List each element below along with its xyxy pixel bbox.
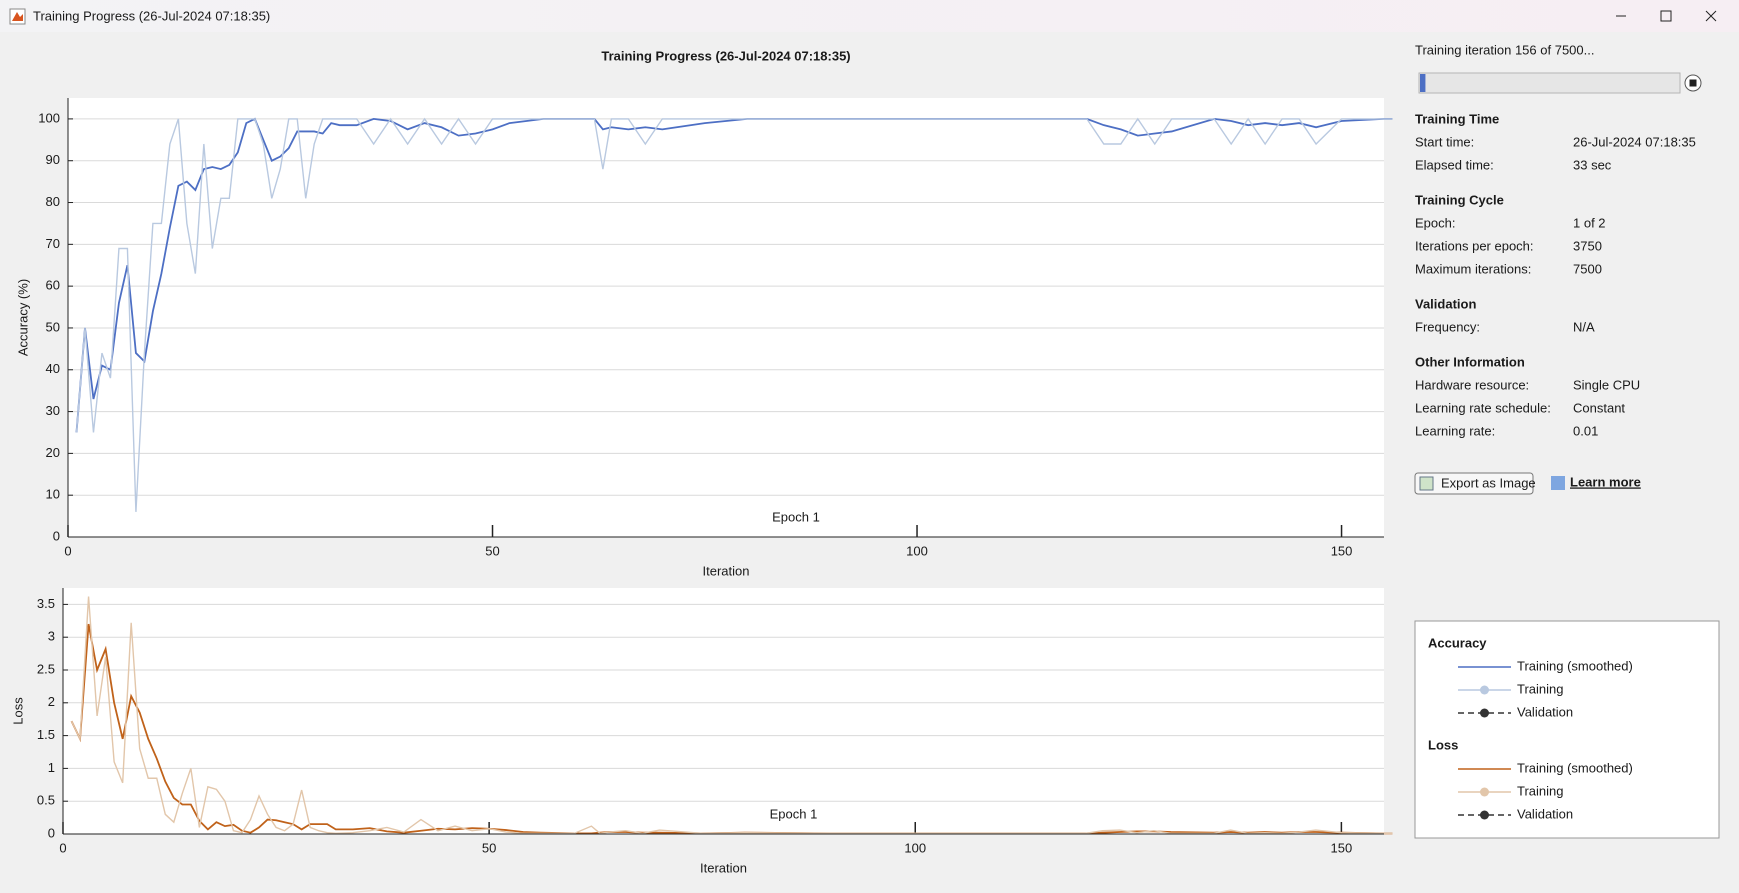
title-bar xyxy=(0,0,1739,32)
y-axis-label: Loss xyxy=(10,697,25,725)
field-value: Single CPU xyxy=(1573,377,1640,392)
y-tick-label: 50 xyxy=(46,319,60,334)
section-title: Other Information xyxy=(1415,354,1525,369)
field-value: 33 sec xyxy=(1573,157,1612,172)
export-label[interactable]: Export as Image xyxy=(1441,475,1536,490)
x-axis-label: Iteration xyxy=(703,563,750,578)
x-tick-label: 50 xyxy=(482,840,496,855)
y-tick-label: 3 xyxy=(48,629,55,644)
maximize-button[interactable] xyxy=(1649,2,1683,30)
field-value: 0.01 xyxy=(1573,423,1598,438)
field-label: Elapsed time: xyxy=(1415,157,1494,172)
series-line xyxy=(75,117,1393,433)
legend-label: Validation xyxy=(1517,806,1573,821)
annotation: Epoch 1 xyxy=(770,806,818,821)
y-tick-label: 3.5 xyxy=(37,596,55,611)
legend-title: Loss xyxy=(1428,737,1458,752)
legend-box xyxy=(1414,620,1720,839)
legend-marker xyxy=(1480,787,1489,797)
y-axis-label: Accuracy (%) xyxy=(15,279,30,356)
y-tick-label: 80 xyxy=(46,194,60,209)
field-label: Frequency: xyxy=(1415,319,1480,334)
field-value: 7500 xyxy=(1573,261,1602,276)
status-text: Training iteration 156 of 7500... xyxy=(1415,42,1594,57)
legend-label: Training xyxy=(1517,681,1563,696)
y-tick-label: 90 xyxy=(46,152,60,167)
field-value: 3750 xyxy=(1573,238,1602,253)
window-title: Training Progress (26-Jul-2024 07:18:35) xyxy=(33,8,270,23)
series-line xyxy=(70,623,1393,835)
x-tick-label: 50 xyxy=(485,543,499,558)
y-tick-label: 40 xyxy=(46,361,60,376)
plot-area xyxy=(68,98,1384,537)
y-tick-label: 0 xyxy=(53,528,60,543)
field-label: Hardware resource: xyxy=(1415,377,1529,392)
legend-marker xyxy=(1480,810,1489,820)
progress-track xyxy=(1418,72,1681,94)
minimize-button[interactable] xyxy=(1604,2,1638,30)
field-value: N/A xyxy=(1573,319,1595,334)
legend-marker xyxy=(1480,708,1489,718)
close-button[interactable] xyxy=(1694,2,1730,30)
y-tick-label: 2.5 xyxy=(37,661,55,676)
app-icon xyxy=(9,8,26,25)
info-icon xyxy=(1551,476,1565,490)
x-tick-label: 150 xyxy=(1331,840,1353,855)
y-tick-label: 70 xyxy=(46,236,60,251)
series-line xyxy=(75,117,1393,512)
legend-title: Accuracy xyxy=(1428,635,1487,650)
stop-icon xyxy=(1689,79,1697,87)
y-tick-label: 30 xyxy=(46,403,60,418)
field-label: Epoch: xyxy=(1415,215,1455,230)
field-label: Learning rate schedule: xyxy=(1415,400,1551,415)
y-tick-label: 2 xyxy=(48,694,55,709)
section-title: Training Time xyxy=(1415,111,1499,126)
export-button[interactable] xyxy=(1414,472,1534,495)
y-tick-label: 100 xyxy=(38,110,60,125)
x-tick-label: 0 xyxy=(59,840,66,855)
section-title: Training Cycle xyxy=(1415,192,1504,207)
annotation: Epoch 1 xyxy=(772,509,820,524)
y-tick-label: 0.5 xyxy=(37,793,55,808)
legend-marker xyxy=(1480,685,1489,695)
progress-fill xyxy=(1420,74,1426,92)
legend-label: Training xyxy=(1517,783,1563,798)
y-tick-label: 1 xyxy=(48,760,55,775)
field-label: Learning rate: xyxy=(1415,423,1495,438)
field-value: 26-Jul-2024 07:18:35 xyxy=(1573,134,1696,149)
legend-label: Validation xyxy=(1517,704,1573,719)
plot-area xyxy=(63,588,1384,834)
field-value: 1 of 2 xyxy=(1573,215,1606,230)
y-tick-label: 60 xyxy=(46,278,60,293)
legend-label: Training (smoothed) xyxy=(1517,658,1633,673)
learn-more-link[interactable]: Learn more xyxy=(1570,474,1641,489)
section-title: Validation xyxy=(1415,296,1476,311)
x-tick-label: 100 xyxy=(906,543,928,558)
x-tick-label: 150 xyxy=(1331,543,1353,558)
x-tick-label: 0 xyxy=(64,543,71,558)
y-tick-label: 1.5 xyxy=(37,727,55,742)
x-tick-label: 100 xyxy=(904,840,926,855)
field-value: Constant xyxy=(1573,400,1625,415)
field-label: Iterations per epoch: xyxy=(1415,238,1534,253)
y-tick-label: 10 xyxy=(46,487,60,502)
legend-label: Training (smoothed) xyxy=(1517,760,1633,775)
y-tick-label: 20 xyxy=(46,445,60,460)
chart-title: Training Progress (26-Jul-2024 07:18:35) xyxy=(601,48,850,63)
export-icon xyxy=(1419,476,1434,491)
y-tick-label: 0 xyxy=(48,825,55,840)
field-label: Maximum iterations: xyxy=(1415,261,1531,276)
x-axis-label: Iteration xyxy=(700,860,747,875)
series-line xyxy=(70,596,1393,835)
field-label: Start time: xyxy=(1415,134,1474,149)
